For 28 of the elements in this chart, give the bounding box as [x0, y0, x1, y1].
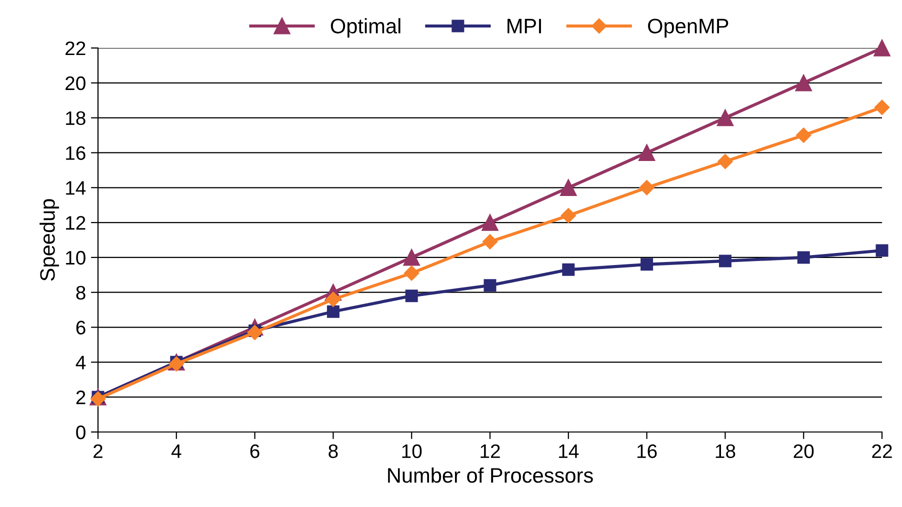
- legend-label: MPI: [508, 18, 541, 34]
- x-tick-label: 2: [94, 444, 102, 458]
- x-tick-label: 16: [637, 444, 657, 458]
- y-tick-label: 2: [76, 390, 86, 404]
- y-tick-label: 4: [76, 356, 86, 370]
- x-tick-label: 8: [328, 444, 338, 458]
- y-tick-label: 0: [76, 425, 86, 440]
- y-tick-label: 14: [66, 181, 86, 195]
- x-tick-label: 4: [171, 444, 182, 458]
- x-axis-title: Number of Processors: [388, 467, 593, 483]
- y-tick-label: 16: [66, 146, 86, 160]
- y-tick-label: 8: [76, 286, 86, 300]
- y-tick-label: 6: [76, 320, 86, 335]
- y-tick-label: 10: [66, 250, 86, 265]
- x-tick-label: 14: [559, 444, 579, 458]
- legend-label: Optimal: [330, 18, 400, 38]
- x-tick-label: 12: [480, 444, 500, 458]
- y-tick-label: 18: [66, 111, 86, 126]
- legend-label: OpenMP: [648, 18, 728, 38]
- x-tick-label: 18: [716, 444, 736, 458]
- x-tick-label: 6: [250, 444, 260, 458]
- x-tick-label: 10: [402, 444, 422, 458]
- y-tick-label: 20: [66, 76, 86, 90]
- y-tick-label: 22: [66, 41, 86, 56]
- x-tick-label: 20: [794, 444, 814, 458]
- x-tick-label: 22: [872, 444, 892, 458]
- y-tick-label: 12: [66, 216, 86, 230]
- y-axis-title: Speedup: [40, 199, 60, 281]
